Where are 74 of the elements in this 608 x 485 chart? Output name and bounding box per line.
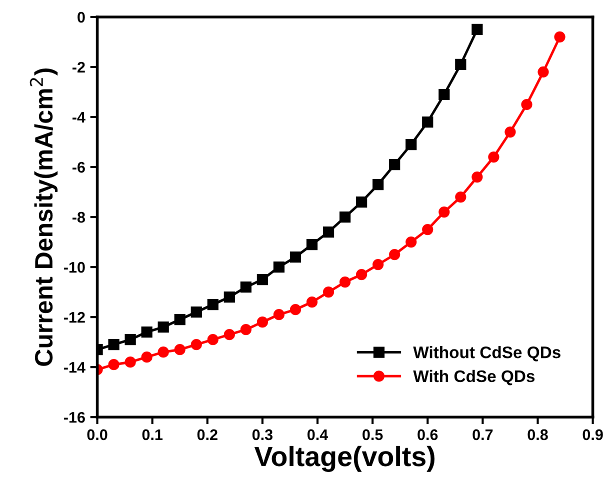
point [207, 334, 218, 346]
point [389, 248, 400, 260]
point [356, 269, 368, 280]
point [521, 98, 532, 110]
point [240, 324, 252, 336]
point [372, 258, 384, 270]
point [356, 196, 368, 208]
point [406, 236, 417, 248]
y-tick-label: -14 [64, 362, 86, 373]
point [406, 138, 417, 150]
point [256, 316, 268, 328]
y-axis-title: Current Density(mA/cm$^{2}$) [30, 68, 58, 366]
x-tick-label: 0.6 [418, 429, 438, 440]
legend-label: With CdSe QDs [413, 370, 535, 386]
point [538, 66, 549, 78]
point [108, 359, 120, 370]
point [290, 251, 302, 263]
point [472, 24, 483, 36]
point [158, 346, 169, 358]
point [174, 344, 186, 356]
point [141, 352, 152, 363]
point [273, 261, 285, 273]
x-tick-label: 0.3 [252, 429, 273, 440]
point [488, 151, 500, 163]
x-tick-label: 0.8 [528, 429, 548, 440]
point [224, 292, 235, 303]
y-tick-label: -10 [64, 262, 85, 273]
x-tick-label: 0.4 [307, 429, 328, 440]
point [190, 339, 202, 350]
y-tick-label: -6 [72, 162, 85, 173]
point [240, 282, 252, 293]
y-tick-label: -12 [64, 312, 85, 323]
point [158, 322, 169, 333]
x-tick-label: 0.1 [142, 429, 163, 440]
point [290, 304, 302, 316]
y-tick-label: -4 [72, 112, 86, 123]
point [389, 158, 400, 170]
x-tick-label: 0.2 [197, 429, 218, 440]
point [322, 226, 334, 238]
point [438, 206, 450, 218]
point [224, 329, 235, 340]
point [455, 191, 466, 203]
point [306, 238, 318, 250]
point [124, 334, 136, 346]
point [174, 314, 186, 326]
x-tick-label: 0.0 [87, 429, 108, 440]
point [472, 171, 483, 183]
point [455, 58, 466, 70]
legend-label: Without CdSe QDs [413, 346, 560, 362]
point [141, 326, 152, 338]
point [504, 126, 516, 138]
point [273, 309, 285, 320]
point [306, 296, 318, 308]
point [207, 299, 218, 310]
point [372, 178, 384, 190]
x-tick-label: 0.7 [472, 429, 493, 440]
point [339, 276, 351, 288]
y-tick-label: -2 [72, 62, 85, 73]
point [124, 356, 136, 368]
point [108, 339, 120, 350]
y-tick-label: -16 [64, 412, 85, 423]
x-axis-title: Voltage(volts) [254, 446, 434, 472]
point [422, 116, 434, 128]
point [438, 88, 450, 100]
x-tick-label: 0.9 [582, 429, 603, 440]
x-tick-label: 0.5 [362, 429, 383, 440]
y-tick-label: 0 [78, 12, 85, 23]
point [554, 31, 566, 43]
point [256, 274, 268, 286]
point [422, 224, 434, 236]
point [190, 306, 202, 318]
point [339, 211, 351, 223]
point [322, 286, 334, 298]
y-tick-label: -8 [72, 212, 86, 223]
